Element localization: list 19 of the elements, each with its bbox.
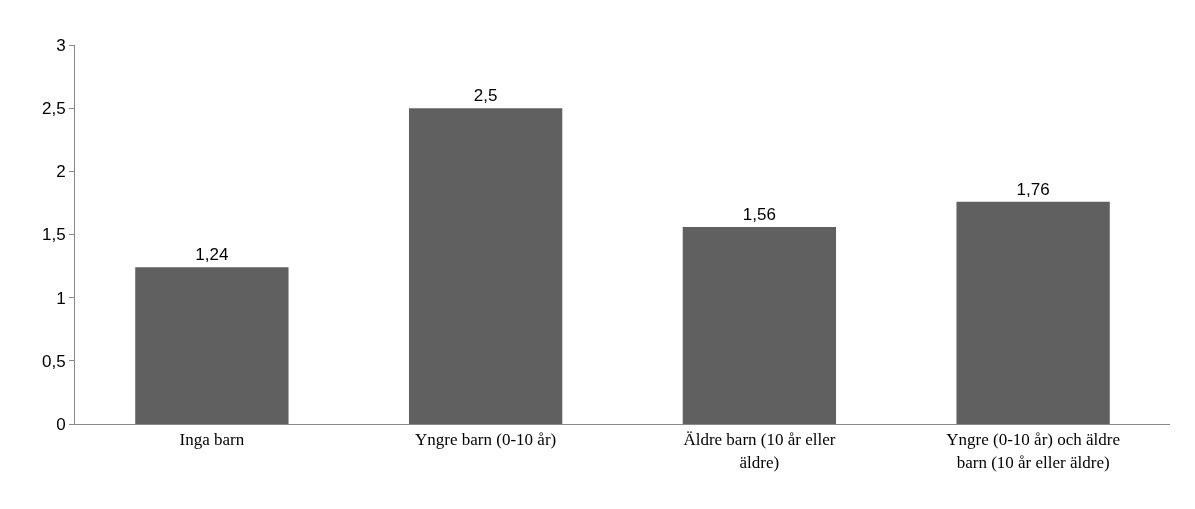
bar bbox=[135, 267, 289, 424]
y-tick-label: 3 bbox=[56, 35, 66, 55]
x-tick-label: Inga barn bbox=[179, 430, 245, 450]
y-tick-label: 1 bbox=[56, 288, 66, 308]
x-tick-label: Äldre barn (10 år eller äldre) bbox=[683, 430, 836, 472]
bar bbox=[682, 226, 837, 424]
y-tick-label: 2 bbox=[56, 162, 66, 182]
data-label: 1,56 bbox=[742, 204, 776, 224]
y-tick-label: 1,5 bbox=[41, 225, 66, 245]
data-label: 2,5 bbox=[473, 86, 498, 106]
bar bbox=[956, 201, 1110, 424]
y-tick-label: 0,5 bbox=[41, 351, 66, 371]
y-tick-label: 2,5 bbox=[41, 99, 66, 119]
bar bbox=[408, 108, 563, 424]
data-label: 1,76 bbox=[1016, 179, 1050, 199]
x-tick-label: Yngre (0-10 år) och äldre barn (10 år eller äldre) bbox=[946, 430, 1120, 472]
data-label: 1,24 bbox=[195, 245, 229, 265]
y-tick-label: 0 bbox=[56, 414, 66, 434]
x-tick-label: Yngre barn (0-10 år) bbox=[415, 430, 557, 450]
